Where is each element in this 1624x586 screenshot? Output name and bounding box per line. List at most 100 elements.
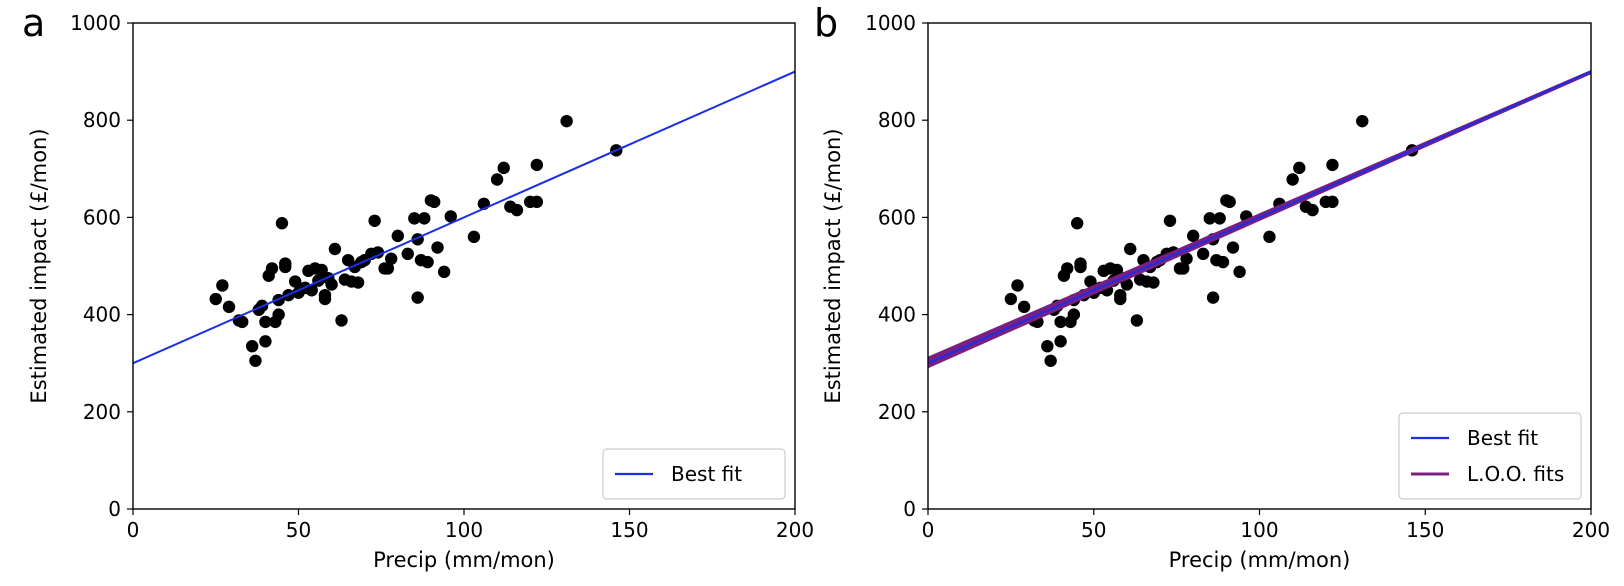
legend-box (1398, 412, 1582, 500)
x-tick-label: 150 (610, 518, 648, 542)
data-point (279, 257, 292, 270)
x-tick-label: 50 (1081, 518, 1106, 542)
data-point (1293, 161, 1306, 175)
data-point (431, 241, 444, 254)
data-point (368, 214, 381, 228)
data-point (1216, 255, 1230, 269)
data-point (249, 354, 262, 367)
data-point (305, 284, 318, 297)
data-point (1070, 217, 1084, 230)
legend: Best fit (602, 448, 786, 500)
data-point (1203, 212, 1216, 225)
plot-frame (132, 22, 796, 510)
x-tick-label: 200 (1572, 518, 1610, 542)
x-tick-label: 150 (1406, 518, 1444, 542)
series-best-fit (928, 70, 1591, 365)
data-point (1147, 276, 1160, 289)
data-point (1004, 292, 1018, 306)
data-point (1187, 229, 1200, 243)
y-tick-label: 800 (878, 108, 916, 132)
data-point (1017, 300, 1031, 314)
data-point (437, 265, 451, 279)
data-point (1130, 314, 1144, 327)
data-point (1286, 173, 1299, 186)
chart-panel-b: b 0 50 100 150 200 0 200 400 600 800 1000 Precip (mm… (814, 1, 1610, 572)
data-point (411, 291, 424, 304)
data-point (490, 173, 504, 186)
legend-box (602, 448, 786, 500)
y-tick-label: 800 (83, 108, 121, 132)
x-tick-label: 200 (776, 518, 814, 542)
x-axis-label: Precip (mm/mon) (1169, 548, 1351, 572)
data-point (1110, 263, 1124, 277)
data-point (497, 161, 510, 175)
data-point (222, 300, 236, 314)
data-point (1226, 241, 1240, 254)
data-point (351, 276, 365, 289)
data-point (1326, 195, 1339, 209)
data-point (530, 195, 544, 209)
data-point (288, 275, 302, 288)
data-point (418, 212, 431, 225)
data-point (1120, 278, 1134, 291)
y-tick-label: 0 (903, 497, 916, 521)
y-tick-label: 600 (83, 205, 121, 229)
data-point (530, 158, 544, 172)
data-point (1163, 214, 1177, 228)
data-point (391, 229, 404, 243)
data-point (259, 315, 272, 329)
data-point (1233, 265, 1246, 279)
data-point (1180, 252, 1193, 265)
data-point (1044, 354, 1057, 367)
data-point (1074, 257, 1087, 270)
data-point (510, 203, 524, 217)
data-point (1067, 308, 1081, 321)
y-axis-label: Estimated impact (£/mon) (27, 128, 51, 403)
fit-line (928, 72, 1591, 366)
data-point (1206, 291, 1220, 304)
data-point (1011, 279, 1024, 292)
data-point (265, 262, 279, 275)
data-point (421, 255, 434, 269)
data-point (1124, 242, 1137, 256)
data-point (381, 262, 395, 275)
fit-line (133, 70, 795, 365)
y-tick-label: 1000 (865, 11, 916, 35)
data-point (209, 292, 222, 306)
data-point (1306, 203, 1319, 217)
x-axis-label: Precip (mm/mon) (373, 548, 555, 572)
y-axis-label: Estimated impact (£/mon) (821, 128, 845, 403)
data-point (467, 230, 481, 244)
data-point (1213, 212, 1226, 225)
data-point (1196, 247, 1210, 261)
x-tick-label: 0 (922, 518, 935, 542)
legend-label: L.O.O. fits (1467, 462, 1564, 486)
y-tick-label: 400 (83, 303, 121, 327)
data-point (275, 217, 289, 230)
data-point (1326, 158, 1339, 172)
panel-label: b (814, 1, 838, 45)
data-point (1114, 292, 1127, 306)
data-point (1054, 335, 1067, 348)
legend: Best fit L.O.O. fits (1398, 412, 1582, 500)
data-point (384, 252, 398, 265)
data-point (335, 314, 348, 327)
legend-label: Best fit (671, 462, 742, 486)
data-point (216, 279, 229, 292)
data-point (245, 339, 259, 353)
data-point (328, 242, 342, 256)
y-tick-label: 600 (878, 205, 916, 229)
x-tick-label: 0 (127, 518, 140, 542)
fit-line (928, 70, 1591, 365)
data-point (259, 335, 272, 348)
data-point (560, 114, 573, 128)
data-point (318, 292, 332, 306)
data-point (1263, 230, 1276, 244)
x-tick-label: 100 (1240, 518, 1278, 542)
data-point (371, 246, 385, 259)
data-point (428, 195, 441, 209)
y-tick-label: 1000 (70, 11, 121, 35)
x-tick-label: 100 (445, 518, 483, 542)
x-tick-label: 50 (286, 518, 311, 542)
